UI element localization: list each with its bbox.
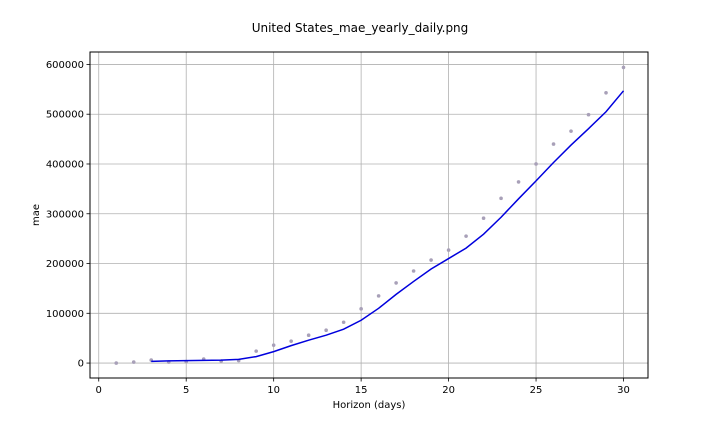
y-tick-label: 600000 xyxy=(46,60,84,71)
scatter-point xyxy=(464,234,468,238)
x-axis-label: Horizon (days) xyxy=(333,400,406,411)
scatter-point xyxy=(271,343,276,347)
y-axis-label: mae xyxy=(31,204,42,226)
scatter-point xyxy=(324,328,328,333)
scatter-point xyxy=(604,91,608,95)
scatter-point xyxy=(411,269,416,273)
scatter-point xyxy=(254,349,258,353)
scatter-point xyxy=(499,196,503,201)
x-tick-label: 15 xyxy=(355,385,368,396)
y-tick-label: 400000 xyxy=(46,159,84,170)
x-tick-label: 30 xyxy=(617,385,630,396)
x-tick-label: 25 xyxy=(530,385,543,396)
x-tick-label: 5 xyxy=(183,385,189,396)
scatter-point xyxy=(516,180,521,184)
scatter-point xyxy=(446,248,451,252)
scatter-point xyxy=(359,307,363,311)
plot-frame xyxy=(89,51,649,379)
scatter-point xyxy=(289,339,293,343)
x-tick-label: 20 xyxy=(442,385,455,396)
y-tick-label: 300000 xyxy=(46,209,84,220)
scatter-point xyxy=(131,360,136,364)
scatter-point xyxy=(586,112,591,117)
scatter-point xyxy=(429,258,433,262)
scatter-point xyxy=(394,281,398,285)
scatter-point xyxy=(621,65,626,70)
scatter-point xyxy=(551,142,556,146)
y-tick-label: 100000 xyxy=(46,309,84,320)
y-tick-label: 0 xyxy=(78,359,84,370)
scatter-point xyxy=(481,216,486,221)
plot-area xyxy=(114,65,626,365)
chart-title: United States_mae_yearly_daily.png xyxy=(252,21,469,35)
y-tick-label: 500000 xyxy=(46,110,84,121)
y-axis: 0 100000 200000 300000 400000 500000 600000 xyxy=(46,60,90,370)
x-tick-label: 0 xyxy=(96,385,102,396)
x-tick-label: 10 xyxy=(267,385,280,396)
x-axis: 0 5 10 15 20 25 30 xyxy=(96,378,630,396)
scatter-point xyxy=(114,361,119,365)
grid xyxy=(90,52,648,378)
y-tick-label: 200000 xyxy=(46,259,84,270)
scatter-point xyxy=(341,320,346,325)
series-line xyxy=(151,90,625,363)
scatter-point xyxy=(569,129,573,133)
scatter-point xyxy=(376,294,381,298)
scatter-point xyxy=(306,333,311,337)
scatter-point xyxy=(534,162,538,166)
